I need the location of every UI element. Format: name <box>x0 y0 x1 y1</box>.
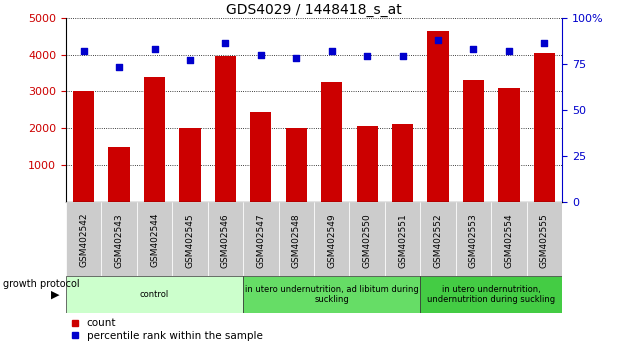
Point <box>291 55 301 61</box>
Text: GSM402546: GSM402546 <box>221 213 230 268</box>
Bar <box>349 202 385 276</box>
Bar <box>109 147 130 202</box>
Text: GSM402548: GSM402548 <box>292 213 301 268</box>
Text: GSM402550: GSM402550 <box>362 213 372 268</box>
Bar <box>463 80 484 202</box>
Text: GSM402552: GSM402552 <box>433 213 443 268</box>
Bar <box>314 202 349 276</box>
Bar <box>73 91 94 202</box>
Bar <box>243 202 279 276</box>
Bar <box>428 30 448 202</box>
Bar <box>172 202 208 276</box>
Point <box>149 46 160 52</box>
Text: GSM402551: GSM402551 <box>398 213 407 268</box>
Bar <box>534 53 555 202</box>
Bar <box>527 202 562 276</box>
Point <box>468 46 479 52</box>
Point <box>504 48 514 54</box>
Bar <box>215 56 236 202</box>
Bar <box>66 202 101 276</box>
Bar <box>208 202 243 276</box>
Bar <box>180 128 200 202</box>
Bar <box>286 128 307 202</box>
Legend: count, percentile rank within the sample: count, percentile rank within the sample <box>71 319 263 341</box>
Bar <box>144 76 165 202</box>
Point <box>327 48 337 54</box>
Bar <box>420 276 562 313</box>
Point <box>433 37 443 42</box>
Bar <box>392 125 413 202</box>
Text: in utero undernutrition,
undernutrition during suckling: in utero undernutrition, undernutrition … <box>427 285 555 304</box>
Bar <box>137 202 172 276</box>
Bar <box>420 202 456 276</box>
Bar <box>250 112 271 202</box>
Text: control: control <box>140 290 169 299</box>
Text: ▶: ▶ <box>51 290 60 300</box>
Text: GSM402547: GSM402547 <box>256 213 266 268</box>
Bar <box>66 276 243 313</box>
Text: GSM402545: GSM402545 <box>185 213 195 268</box>
Point <box>78 48 89 54</box>
Bar <box>243 276 420 313</box>
Point <box>114 64 124 70</box>
Point <box>256 52 266 57</box>
Point <box>398 53 408 59</box>
Bar <box>279 202 314 276</box>
Bar <box>357 126 378 202</box>
Text: in utero undernutrition, ad libitum during
suckling: in utero undernutrition, ad libitum duri… <box>245 285 419 304</box>
Text: GSM402555: GSM402555 <box>540 213 549 268</box>
Text: GSM402554: GSM402554 <box>504 213 514 268</box>
Bar <box>101 202 137 276</box>
Text: GSM402543: GSM402543 <box>114 213 124 268</box>
Text: GSM402549: GSM402549 <box>327 213 336 268</box>
Text: GSM402544: GSM402544 <box>150 213 159 267</box>
Point <box>539 41 550 46</box>
Point <box>185 57 195 63</box>
Title: GDS4029 / 1448418_s_at: GDS4029 / 1448418_s_at <box>226 3 402 17</box>
Text: growth protocol: growth protocol <box>3 279 80 289</box>
Bar <box>385 202 420 276</box>
Text: GSM402542: GSM402542 <box>79 213 88 267</box>
Point <box>362 53 372 59</box>
Bar <box>321 82 342 202</box>
Bar <box>456 202 491 276</box>
Bar <box>498 88 519 202</box>
Text: GSM402553: GSM402553 <box>469 213 478 268</box>
Point <box>220 41 230 46</box>
Bar <box>491 202 527 276</box>
